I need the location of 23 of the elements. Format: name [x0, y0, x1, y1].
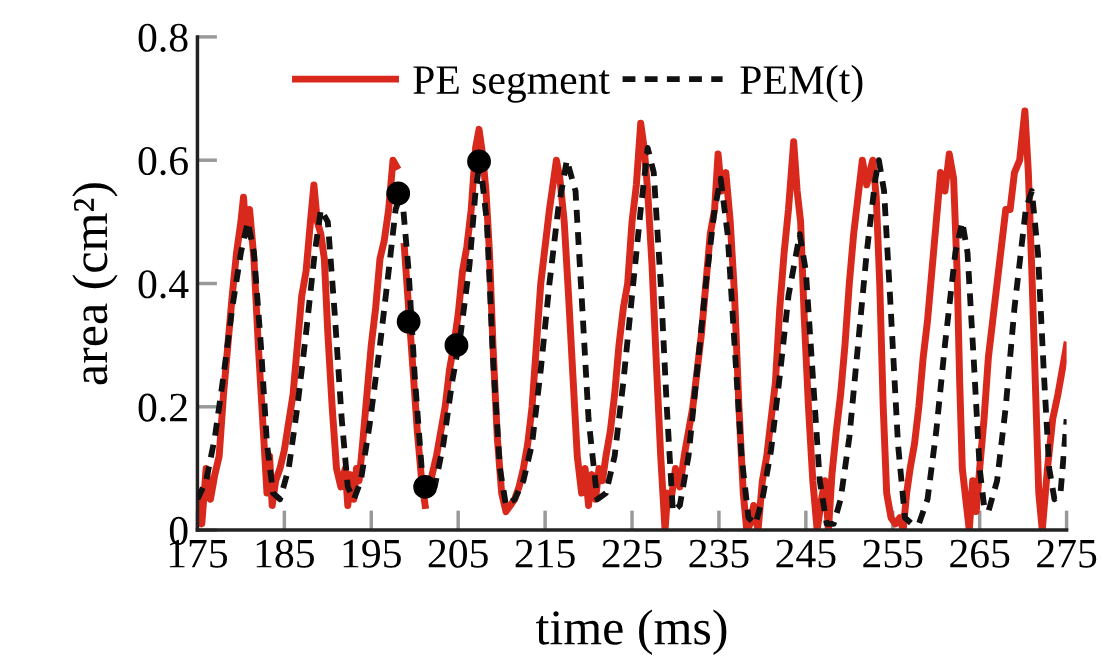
x-axis-title: time (ms)	[536, 609, 727, 655]
y-tick-label: 0.2	[138, 393, 187, 422]
y-tick-label: 0.6	[138, 146, 188, 176]
legend-label: PE segment	[413, 66, 610, 103]
x-tick-label: 255	[863, 539, 923, 568]
point	[386, 181, 411, 206]
y-tick-label: 0.8	[138, 23, 188, 52]
x-tick-label: 185	[256, 539, 314, 568]
point	[413, 475, 438, 499]
x-tick-label: 215	[515, 539, 575, 568]
point	[396, 309, 421, 334]
x-tick-label: 225	[602, 539, 662, 568]
x-tick-label: 235	[689, 539, 749, 568]
x-tick-label: 275	[1037, 539, 1097, 568]
x-tick-label: 245	[776, 539, 836, 568]
x-tick-label: 265	[950, 539, 1010, 568]
point	[444, 333, 469, 358]
point	[467, 149, 491, 174]
legend-label: PEM(t)	[740, 64, 863, 103]
x-tick-label: 195	[343, 539, 401, 568]
y-tick-label: 0.4	[138, 270, 189, 299]
y-axis-title: area (cm²)	[72, 183, 118, 385]
x-tick-label: 205	[428, 539, 488, 568]
